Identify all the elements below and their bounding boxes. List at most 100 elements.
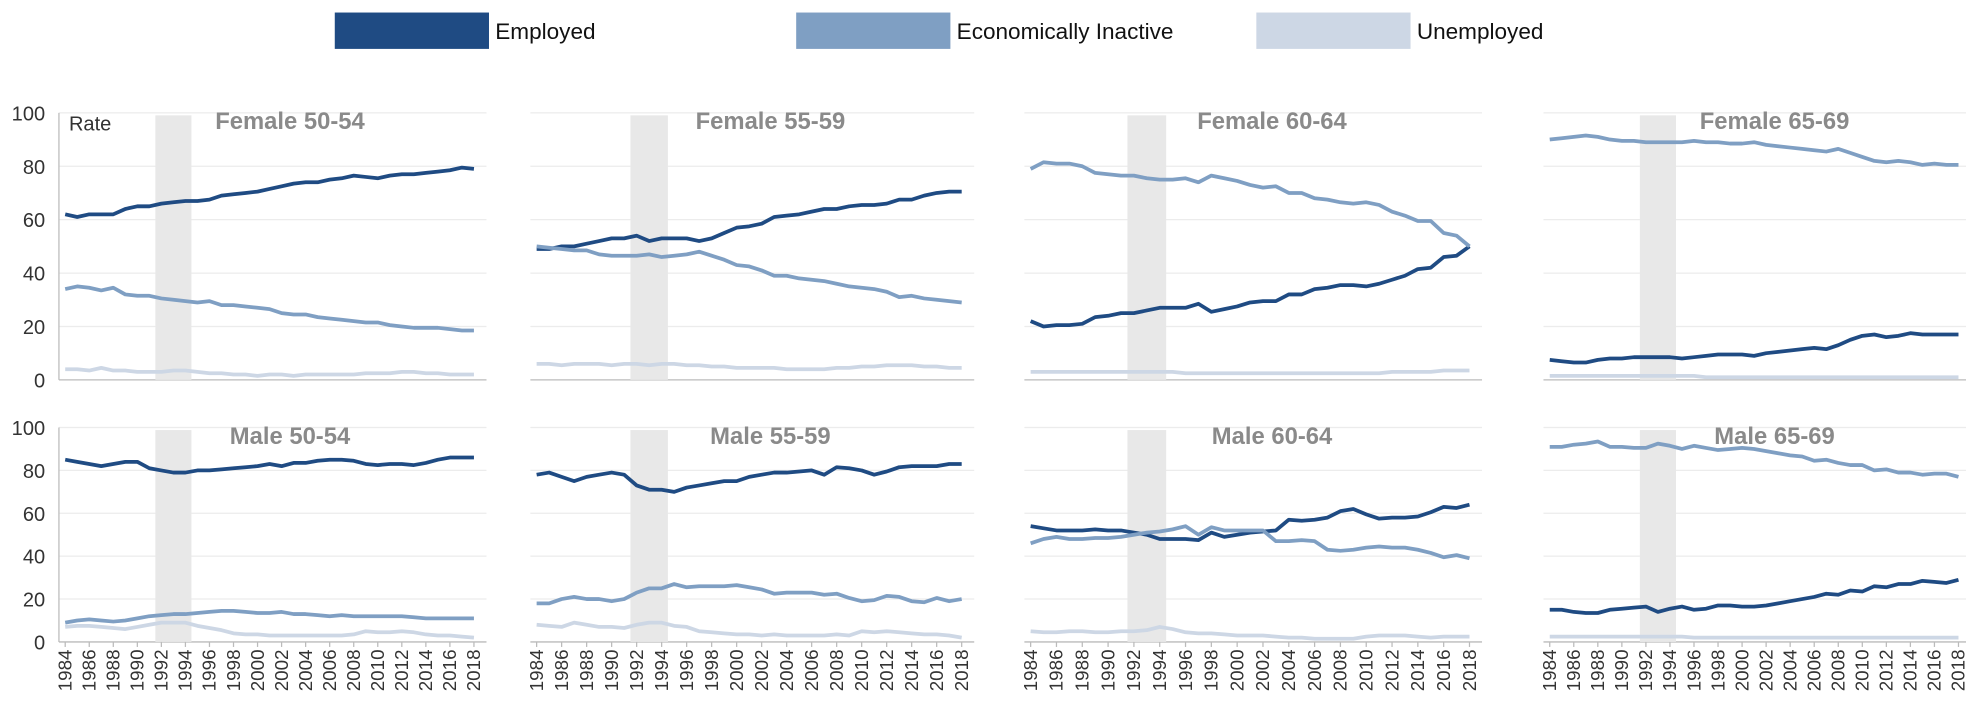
- shaded-period: [155, 430, 192, 642]
- series-line: [1549, 634, 1959, 640]
- x-tick-label: 2010: [367, 649, 388, 691]
- panel-title: Male 60-64: [1212, 423, 1333, 450]
- series-line: [1029, 160, 1471, 248]
- x-tick-label: 2018: [1948, 649, 1966, 691]
- x-tick-label: 2012: [1876, 649, 1897, 691]
- y-tick-label: 40: [23, 264, 45, 286]
- x-tick-label: 1998: [223, 649, 244, 691]
- panel-title: Female 60-64: [1197, 108, 1347, 135]
- x-tick-label: 2004: [776, 649, 797, 691]
- panel: 0 20 40 60 80 100 Female 50-54 Rate: [12, 103, 487, 392]
- legend-label: Unemployed: [1417, 19, 1544, 44]
- x-tick-label: 2014: [1900, 649, 1921, 691]
- shaded-period: [1639, 115, 1676, 380]
- x-tick-label: 2000: [247, 649, 268, 691]
- x-tick-label: 1994: [175, 649, 196, 691]
- legend-label: Economically Inactive: [957, 19, 1174, 44]
- x-tick-label: 1990: [1097, 649, 1118, 691]
- y-tick-label: 20: [23, 317, 45, 339]
- x-tick-label: 2014: [901, 649, 922, 691]
- series-line: [536, 620, 963, 640]
- series-line: [64, 165, 475, 219]
- series-line: [65, 620, 475, 640]
- series-line: [536, 582, 963, 606]
- series-line: [64, 455, 474, 475]
- panel: Female 65-69: [1543, 108, 1966, 381]
- x-tick-label: 1998: [1201, 649, 1222, 691]
- x-tick-label: 1986: [1046, 649, 1067, 691]
- x-tick-label: 2014: [415, 649, 436, 691]
- series-line: [1549, 577, 1959, 615]
- x-tick-label: 1988: [1072, 649, 1093, 691]
- x-tick-label: 1984: [1539, 649, 1560, 691]
- y-tick-label: 100: [12, 418, 45, 440]
- panel-title: Female 55-59: [696, 108, 846, 135]
- panel: Male 55-59 1984 1986 1988 1990 1992 1994 1996 19…: [526, 423, 975, 691]
- y-tick-label: 100: [12, 103, 45, 125]
- series-line: [1549, 133, 1959, 167]
- y-tick-label: 80: [23, 461, 45, 483]
- legend-label: Employed: [495, 19, 595, 44]
- x-tick-label: 2000: [1731, 649, 1752, 691]
- x-tick-label: 2014: [1407, 649, 1428, 691]
- x-tick-label: 2016: [1924, 649, 1945, 691]
- x-tick-label: 1990: [127, 649, 148, 691]
- series-line: [1549, 439, 1959, 479]
- x-tick-label: 1990: [1611, 649, 1632, 691]
- y-tick-label: 60: [23, 504, 45, 526]
- x-tick-label: 2002: [1252, 649, 1273, 691]
- x-tick-label: 2008: [343, 649, 364, 691]
- x-tick-label: 2008: [826, 649, 847, 691]
- x-tick-label: 2010: [1852, 649, 1873, 691]
- y-tick-label: 60: [23, 210, 45, 232]
- x-tick-label: 2012: [391, 649, 412, 691]
- series-line: [1030, 502, 1470, 542]
- x-tick-label: 2016: [926, 649, 947, 691]
- x-tick-label: 2002: [751, 649, 772, 691]
- x-tick-label: 1996: [199, 649, 220, 691]
- x-tick-label: 1992: [1635, 649, 1656, 691]
- x-tick-label: 2018: [463, 649, 484, 691]
- series-line: [64, 608, 474, 625]
- x-tick-label: 1986: [1563, 649, 1584, 691]
- x-tick-label: 2000: [1226, 649, 1247, 691]
- panel: Male 60-64 1984 1986 1988 1990 1992 1994 1996 19…: [1020, 423, 1483, 691]
- x-tick-label: 1998: [701, 649, 722, 691]
- panel-title: Male 55-59: [710, 423, 830, 450]
- x-tick-label: 1994: [1659, 649, 1680, 691]
- series-line: [1549, 374, 1959, 380]
- x-tick-label: 1986: [79, 649, 100, 691]
- shaded-period: [630, 115, 668, 380]
- y-axis-label: Rate: [69, 113, 111, 135]
- x-tick-label: 1996: [1175, 649, 1196, 691]
- x-tick-label: 1992: [626, 649, 647, 691]
- panel-title: Female 50-54: [215, 108, 365, 135]
- x-tick-label: 1988: [1587, 649, 1608, 691]
- x-tick-label: 1998: [1707, 649, 1728, 691]
- legend-swatch: [334, 12, 489, 49]
- series-line: [536, 462, 962, 494]
- panel-title: Male 65-69: [1714, 423, 1834, 450]
- x-tick-label: 2008: [1828, 649, 1849, 691]
- legend-swatch: [1256, 12, 1411, 49]
- legend-swatch: [796, 12, 951, 49]
- x-tick-label: 1996: [676, 649, 697, 691]
- x-tick-label: 1994: [1149, 649, 1170, 691]
- x-tick-label: 2004: [295, 649, 316, 691]
- series-line: [1030, 625, 1470, 641]
- x-tick-label: 2012: [1381, 649, 1402, 691]
- x-tick-label: 2008: [1330, 649, 1351, 691]
- x-tick-label: 1992: [151, 649, 172, 691]
- x-tick-label: 2012: [876, 649, 897, 691]
- series-line: [1029, 244, 1471, 329]
- x-tick-label: 1984: [526, 649, 547, 691]
- x-tick-label: 2006: [319, 649, 340, 691]
- y-tick-label: 0: [34, 632, 45, 654]
- x-tick-label: 1996: [1683, 649, 1704, 691]
- y-tick-label: 80: [23, 157, 45, 179]
- x-tick-label: 2006: [801, 649, 822, 691]
- shaded-period: [155, 115, 192, 380]
- series-line: [536, 361, 962, 372]
